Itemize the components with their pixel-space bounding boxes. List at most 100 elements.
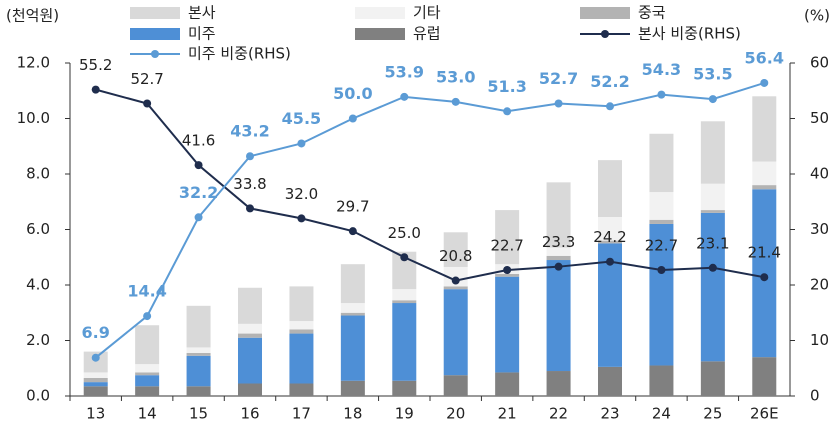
line-marker xyxy=(451,97,460,106)
legend-swatch xyxy=(130,28,180,40)
x-tick-label: 16 xyxy=(240,405,259,423)
data-label: 32.2 xyxy=(179,183,218,202)
bar-segment xyxy=(495,210,520,265)
bar-segment xyxy=(752,161,777,186)
bar-segment xyxy=(598,160,622,218)
data-label: 52.7 xyxy=(539,69,578,88)
bar-segment xyxy=(700,212,725,362)
legend-label: 중국 xyxy=(638,4,666,22)
bar-segment xyxy=(392,303,417,381)
x-tick-label: 26E xyxy=(750,405,779,423)
bar-segment xyxy=(238,383,262,396)
data-label: 53.9 xyxy=(385,62,424,81)
y2-tick-label: 50 xyxy=(810,109,829,127)
data-label: 32.0 xyxy=(285,185,318,203)
x-tick-label: 13 xyxy=(86,405,105,423)
data-label: 23.1 xyxy=(696,234,729,252)
bar-segment xyxy=(340,303,365,313)
bar-segment xyxy=(495,273,520,277)
bar-segment xyxy=(83,386,108,396)
line-marker xyxy=(554,99,563,108)
x-tick-label: 25 xyxy=(703,405,722,423)
bar-segment xyxy=(649,219,674,224)
legend-label: 기타 xyxy=(413,4,441,22)
line xyxy=(95,82,765,359)
legend-label: 미주 비중(RHS) xyxy=(188,45,291,63)
bar-segment xyxy=(598,366,622,396)
bar-segment xyxy=(289,333,314,384)
bar-segment xyxy=(135,364,160,373)
bar-segment xyxy=(340,315,365,381)
bar-segment xyxy=(546,371,571,396)
bar-segment xyxy=(495,372,520,396)
data-label: 45.5 xyxy=(282,109,321,128)
bar-segment xyxy=(700,121,725,184)
bar-segment xyxy=(752,189,777,358)
bar-segment xyxy=(135,372,160,376)
x-tick-label: 17 xyxy=(292,405,311,423)
y2-tick-label: 10 xyxy=(810,331,829,349)
bar-segment xyxy=(340,312,365,316)
legend-marker xyxy=(151,50,159,58)
line-marker xyxy=(606,257,614,266)
x-tick-label: 23 xyxy=(600,405,619,423)
y-tick-label: 6.0 xyxy=(26,220,50,238)
bar-segment xyxy=(83,351,108,373)
line-marker xyxy=(760,273,769,282)
line-marker xyxy=(246,204,254,213)
data-label: 51.3 xyxy=(487,77,526,96)
data-label: 25.0 xyxy=(388,224,421,242)
legend-marker xyxy=(601,30,609,38)
bar-segment xyxy=(443,375,468,396)
data-label: 14.4 xyxy=(127,282,166,301)
x-tick-label: 22 xyxy=(549,405,568,423)
bar-segment xyxy=(289,286,314,322)
data-label: 29.7 xyxy=(336,198,369,216)
line-marker xyxy=(503,107,512,116)
line-marker xyxy=(760,78,769,87)
bar-segment xyxy=(443,289,468,376)
x-tick-label: 24 xyxy=(652,405,671,423)
line-marker xyxy=(194,213,203,222)
line-marker xyxy=(297,214,306,223)
legend-label: 유럽 xyxy=(413,25,441,43)
line-marker xyxy=(348,227,357,236)
data-label: 55.2 xyxy=(79,56,112,74)
bar-segment xyxy=(649,223,674,366)
y2-tick-label: 20 xyxy=(810,276,829,294)
bar-segment xyxy=(649,365,674,396)
data-label: 20.8 xyxy=(439,247,472,265)
line-marker xyxy=(708,95,717,104)
bar-segment xyxy=(83,377,108,383)
bar-segment xyxy=(392,300,417,304)
line-marker xyxy=(246,152,254,161)
y-tick-label: 12.0 xyxy=(17,54,50,72)
bar-segment xyxy=(135,386,160,396)
data-label: 56.4 xyxy=(745,48,784,67)
bar-segment xyxy=(598,240,622,244)
line-marker xyxy=(400,253,409,262)
line-marker xyxy=(657,266,666,275)
bar-segment xyxy=(186,355,211,387)
bar-segment xyxy=(238,333,262,338)
y-axis-label: (천억원) xyxy=(6,7,59,25)
x-tick-label: 19 xyxy=(395,405,414,423)
data-label: 23.3 xyxy=(542,233,575,251)
bar-segment xyxy=(186,347,211,353)
line-marker xyxy=(143,99,152,108)
line-marker xyxy=(143,312,152,321)
line-marker xyxy=(400,92,409,101)
data-label: 50.0 xyxy=(333,84,372,103)
line xyxy=(95,88,765,282)
data-label: 52.2 xyxy=(590,72,629,91)
line-marker xyxy=(708,263,717,272)
bar-segment xyxy=(752,185,777,190)
bar-segment xyxy=(289,329,314,334)
bar-segment xyxy=(649,192,674,220)
bar-segment xyxy=(700,210,725,213)
data-label: 22.7 xyxy=(490,237,523,255)
line-marker xyxy=(91,353,100,362)
line-marker xyxy=(297,139,306,148)
line-marker xyxy=(348,114,357,123)
